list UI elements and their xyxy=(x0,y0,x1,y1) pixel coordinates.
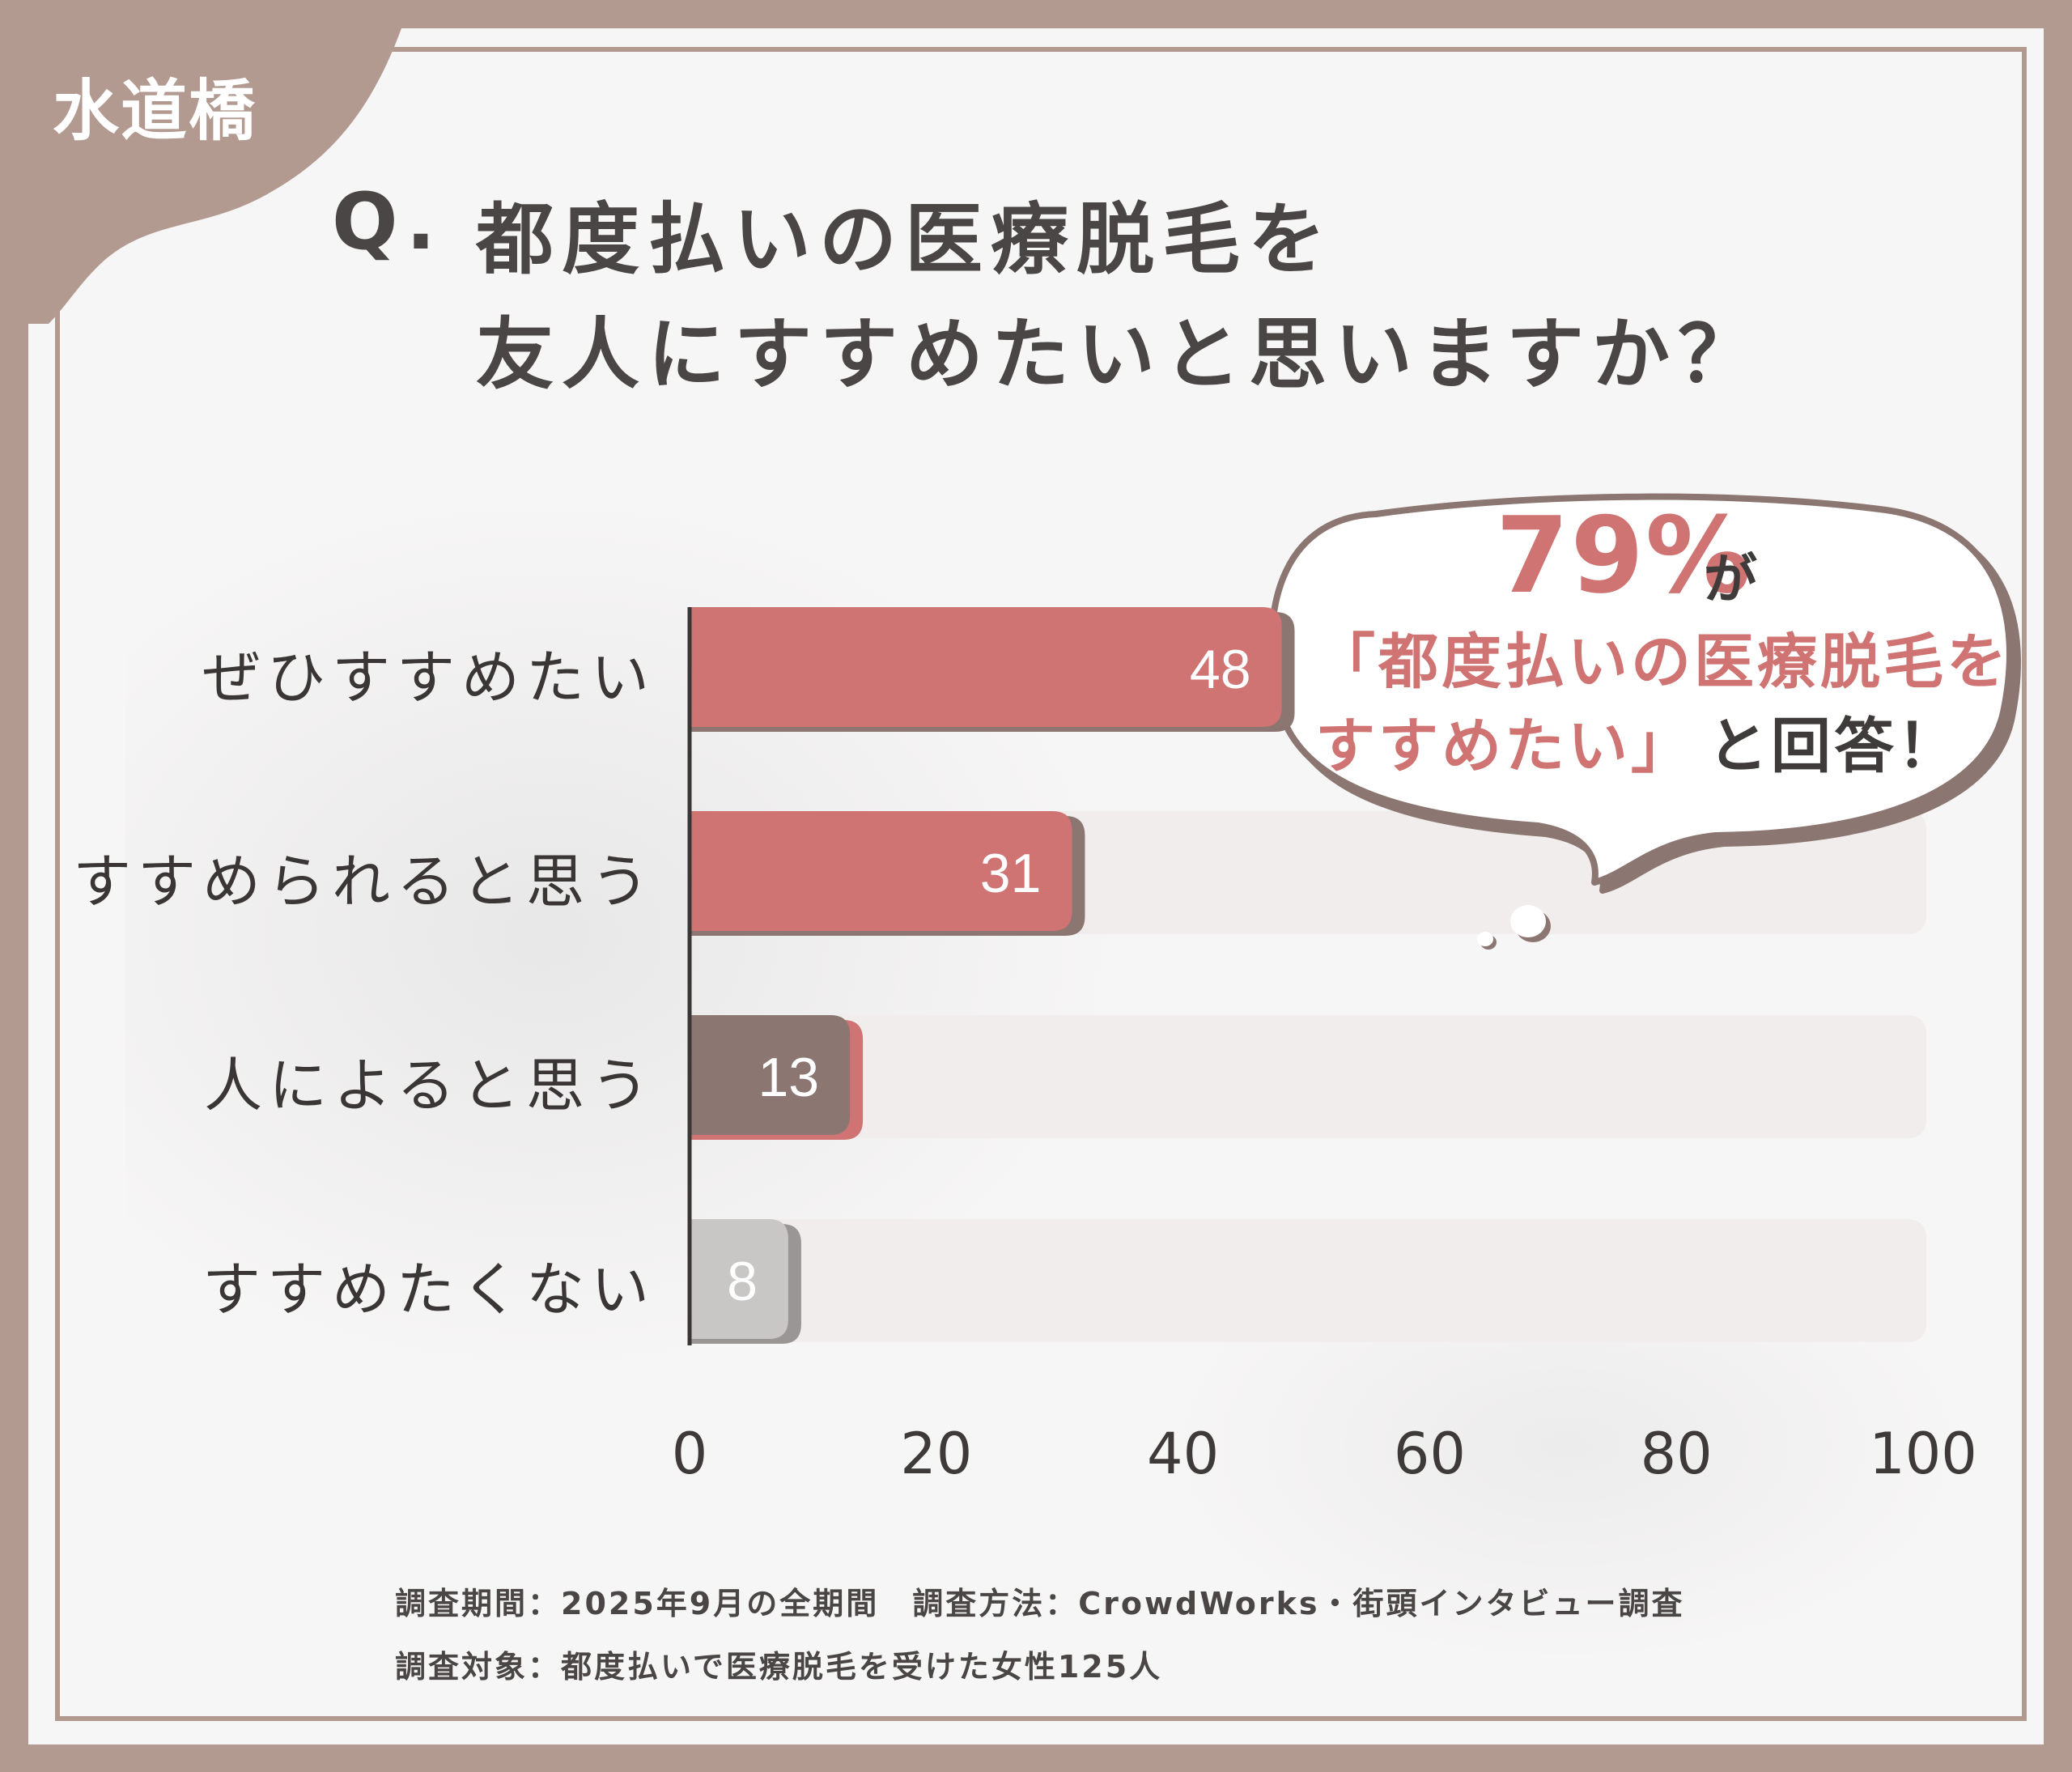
bar-value-label: 31 xyxy=(980,843,1042,904)
category-label: すすめたくない xyxy=(202,1256,656,1324)
bar xyxy=(690,1219,788,1339)
bar-value-label: 48 xyxy=(1190,639,1251,700)
callout-text-answer: と回答！ xyxy=(1708,712,1960,781)
inner-frame xyxy=(55,47,2027,1721)
x-tick-label: 20 xyxy=(900,1421,973,1487)
category-label: ぜひすすめたい xyxy=(202,644,656,712)
bar-track xyxy=(690,1219,1926,1342)
x-tick-label: 40 xyxy=(1147,1421,1220,1487)
thought-dot-small xyxy=(1477,932,1493,946)
category-label: 人によると思う xyxy=(204,1052,656,1120)
category-label: すすめられると思う xyxy=(72,848,656,916)
callout-bubble xyxy=(1268,493,2013,946)
survey-period-note: 調査期間：2025年9月の全期間 調査方法：CrowdWorks・街頭インタビュ… xyxy=(395,1586,1685,1621)
corner-tab-shape xyxy=(0,0,411,324)
question-prefix: Q. xyxy=(332,176,444,267)
bar xyxy=(690,607,1282,727)
x-tick-label: 100 xyxy=(1869,1421,1977,1487)
bar xyxy=(690,1015,851,1135)
callout-text-ga: が xyxy=(1704,548,1757,610)
x-tick-label: 80 xyxy=(1640,1421,1713,1487)
question-title-line1: 都度払いの医療脱毛を xyxy=(476,194,1334,285)
question-title-line2: 友人にすすめたいと思いますか？ xyxy=(476,309,1764,400)
bar-value-label: 13 xyxy=(758,1047,819,1108)
callout-bubble-shape xyxy=(1268,493,2013,886)
bar-track xyxy=(690,1015,1926,1138)
callout-percent: 79% xyxy=(1496,494,1753,617)
bar-value-label: 8 xyxy=(727,1251,758,1312)
location-label: 水道橋 xyxy=(53,73,257,150)
x-tick-label: 60 xyxy=(1393,1421,1466,1487)
corner-tab xyxy=(0,0,411,324)
survey-target-note: 調査対象：都度払いで医療脱毛を受けた女性125人 xyxy=(395,1649,1163,1685)
callout-text-quote-end: すすめたい」 xyxy=(1315,712,1694,781)
thought-dot-large xyxy=(1510,905,1546,937)
callout-text-line2: 「都度払いの医療脱毛を xyxy=(1315,627,2010,697)
x-tick-label: 0 xyxy=(671,1421,708,1487)
bar xyxy=(690,811,1072,931)
